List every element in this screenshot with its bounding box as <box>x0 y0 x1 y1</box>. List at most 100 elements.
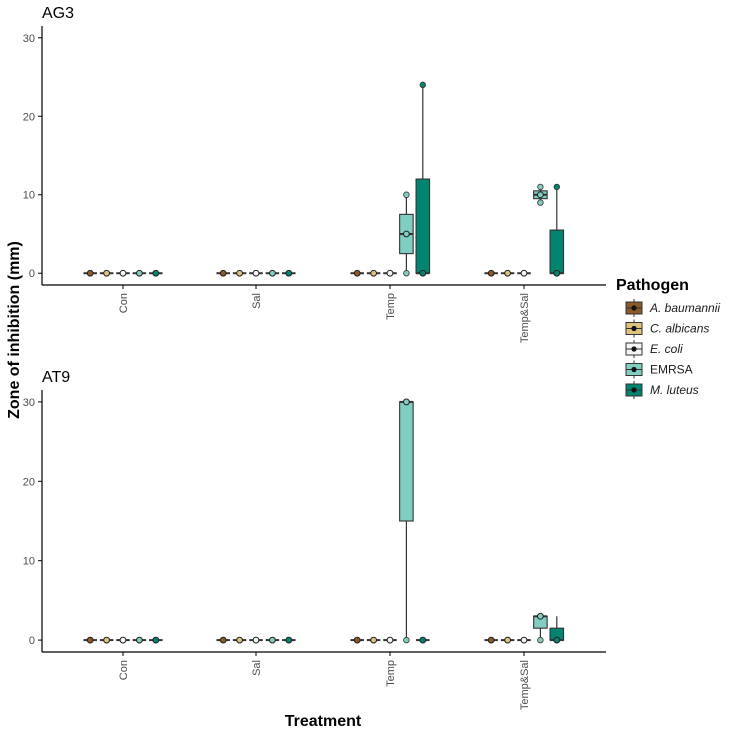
legend-point <box>631 305 637 311</box>
mean-point <box>520 636 528 644</box>
x-tick-label: Temp&Sal <box>519 293 531 343</box>
mean-point <box>386 269 394 277</box>
x-tick-label: Con <box>118 660 130 680</box>
mean-point <box>370 636 378 644</box>
x-tick-label: Temp&Sal <box>519 660 531 710</box>
box-sal-m-luteus <box>282 269 296 277</box>
box-temp-sal-m-luteus <box>549 616 565 644</box>
box-temp-sal-a-baumannii <box>484 269 498 277</box>
data-point <box>553 183 560 191</box>
legend-title: Pathogen <box>616 277 689 294</box>
mean-point <box>419 636 427 644</box>
legend-item-a-baumannii: A. baumannii <box>625 299 720 317</box>
mean-point <box>86 636 94 644</box>
mean-point <box>236 269 244 277</box>
box-temp-sal-emrsa <box>533 183 548 206</box>
legend-item-e-coli: E. coli <box>625 340 683 358</box>
y-tick-label: 30 <box>23 33 35 45</box>
y-axis-title: Zone of inhibition (mm) <box>6 241 23 419</box>
y-tick-label: 0 <box>29 635 35 647</box>
mean-point <box>152 269 160 277</box>
mean-point <box>219 269 227 277</box>
data-point <box>537 636 544 644</box>
mean-point <box>504 269 512 277</box>
panel-ag3: AG3 0 10 20 30 Con Sal Temp Temp&Sal <box>23 5 606 343</box>
box-body <box>415 178 431 274</box>
x-tick-label: Sal <box>251 293 263 309</box>
mean-point <box>285 636 293 644</box>
mean-point <box>353 636 361 644</box>
box-sal-a-baumannii <box>216 269 230 277</box>
box-sal-e-coli <box>249 636 263 644</box>
box-con-e-coli <box>116 269 130 277</box>
data-point <box>403 636 410 644</box>
legend-point <box>631 325 637 332</box>
box-temp-m-luteus <box>415 81 431 277</box>
legend-item-emrsa: EMRSA <box>625 360 693 379</box>
box-sal-e-coli <box>249 269 263 277</box>
mean-point <box>386 636 394 644</box>
box-con-m-luteus <box>149 269 163 277</box>
mean-point <box>487 269 495 277</box>
box-temp-e-coli <box>383 269 397 277</box>
box-con-emrsa <box>132 269 147 277</box>
box-sal-c-albicans <box>232 269 247 277</box>
box-sal-emrsa <box>265 269 280 277</box>
box-temp-sal-m-luteus <box>549 183 565 277</box>
data-point <box>537 183 544 191</box>
data-point <box>419 81 426 89</box>
box-temp-sal-e-coli <box>517 269 531 277</box>
y-tick-label: 20 <box>23 476 35 488</box>
mean-point <box>136 636 143 644</box>
box-body <box>399 401 414 522</box>
legend-point <box>631 387 637 393</box>
legend-label: C. albicans <box>650 322 709 336</box>
legend-label: A. baumannii <box>649 301 720 315</box>
panel-title: AG3 <box>42 5 74 22</box>
box-sal-m-luteus <box>282 636 296 644</box>
legend-label: M. luteus <box>650 383 699 397</box>
box-con-c-albicans <box>99 636 114 644</box>
mean-point <box>520 269 528 277</box>
box-temp-a-baumannii <box>350 269 364 277</box>
box-temp-sal-e-coli <box>517 636 531 644</box>
mean-point <box>537 612 544 620</box>
mean-point <box>285 269 293 277</box>
box-con-a-baumannii <box>83 269 97 277</box>
box-con-e-coli <box>116 636 130 644</box>
box-con-m-luteus <box>149 636 163 644</box>
mean-point <box>86 269 94 277</box>
legend-label: E. coli <box>650 342 683 356</box>
panel-at9: AT9 0 10 20 30 Con Sal Temp Temp&Sal <box>23 369 606 710</box>
box-temp-c-albicans <box>366 269 381 277</box>
y-tick-label: 10 <box>23 556 35 568</box>
mean-point <box>537 191 544 199</box>
y-tick-label: 30 <box>23 397 35 409</box>
mean-point <box>252 636 260 644</box>
x-tick-label: Temp <box>385 660 397 687</box>
mean-point <box>487 636 495 644</box>
mean-point <box>269 636 276 644</box>
mean-point <box>103 636 110 644</box>
mean-point <box>152 636 160 644</box>
panels: AG3 0 10 20 30 Con Sal Temp Temp&Sal AT9 0 10 20 30 Co… <box>23 5 606 710</box>
mean-point <box>269 269 276 277</box>
mean-point <box>353 269 361 277</box>
box-temp-a-baumannii <box>350 636 364 644</box>
panel-title: AT9 <box>42 369 70 386</box>
box-con-c-albicans <box>99 269 114 277</box>
mean-point <box>119 269 127 277</box>
data-point <box>537 199 544 206</box>
y-tick-label: 20 <box>23 111 35 123</box>
legend-point <box>631 346 637 352</box>
box-temp-c-albicans <box>366 636 381 644</box>
x-axis-title: Treatment <box>285 713 362 730</box>
legend-item-c-albicans: C. albicans <box>625 319 709 338</box>
legend-label: EMRSA <box>650 363 693 377</box>
box-body <box>549 229 565 274</box>
mean-point <box>504 636 512 644</box>
box-sal-emrsa <box>265 636 280 644</box>
box-temp-sal-a-baumannii <box>484 636 498 644</box>
box-sal-c-albicans <box>232 636 247 644</box>
